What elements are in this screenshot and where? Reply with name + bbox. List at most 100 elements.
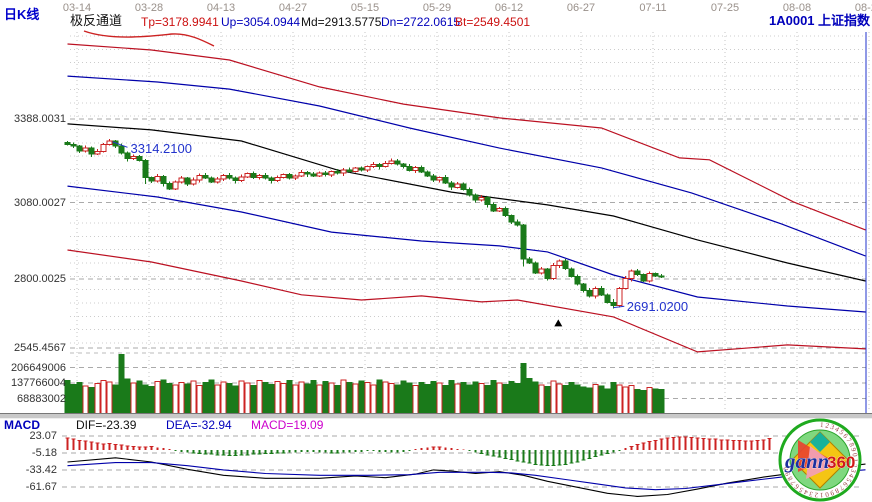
volume-bar <box>196 385 203 415</box>
y-tick-label: 68883002 <box>17 392 66 405</box>
volume-bar <box>334 385 341 415</box>
candle-body <box>616 287 623 306</box>
candle-body <box>436 176 443 181</box>
date-tick-label: 07-11 <box>639 2 667 14</box>
gann360-logo: 123456789012345678901234567890 gann 360 <box>778 418 862 502</box>
channel-line-md <box>67 123 866 282</box>
candle-body <box>634 270 641 276</box>
candle-body <box>208 177 215 183</box>
volume-bar <box>610 382 617 415</box>
y-tick-label: -5.18 <box>31 447 57 460</box>
candle-body <box>202 174 209 179</box>
volume-bar <box>70 383 77 415</box>
candle-body <box>64 141 71 145</box>
volume-bar <box>166 382 173 415</box>
volume-bar <box>526 377 533 415</box>
volume-bar <box>466 384 473 415</box>
candle-body <box>130 156 137 160</box>
volume-bar <box>112 384 119 415</box>
channel-value-dn: Dn=2722.0615 <box>381 15 461 29</box>
volume-bar <box>238 380 245 415</box>
volume-bar <box>160 379 167 415</box>
volume-bar <box>226 383 233 415</box>
volume-bar <box>148 386 155 415</box>
volume-bar <box>424 383 431 415</box>
volume-bar <box>136 380 143 415</box>
candle-body <box>538 268 545 274</box>
volume-bar <box>442 385 449 415</box>
candle-body <box>448 182 455 188</box>
candle-body <box>274 176 281 182</box>
volume-bar <box>472 381 479 415</box>
volume-bar <box>292 384 299 415</box>
candle-body <box>502 207 509 216</box>
candle-body <box>544 268 551 279</box>
date-tick-label: 05-29 <box>422 2 452 14</box>
volume-bar <box>436 382 443 415</box>
y-tick-label: 206649006 <box>10 361 66 374</box>
volume-bar <box>316 384 323 415</box>
candle-body <box>328 171 335 176</box>
candle-body <box>460 183 467 190</box>
candle-body <box>610 302 617 306</box>
volume-bar <box>184 383 191 415</box>
candle-body <box>256 174 263 179</box>
channel-line-up <box>67 75 866 257</box>
volume-bar <box>658 389 665 415</box>
symbol-name: 上证指数 <box>818 13 871 28</box>
candle-body <box>652 272 659 277</box>
candle-body <box>220 174 227 180</box>
date-tick-label: 03-28 <box>134 2 164 14</box>
volume-bar <box>592 383 599 415</box>
volume-bar <box>130 382 137 415</box>
candle-body <box>496 207 503 212</box>
channel-line-dn <box>67 185 866 313</box>
pane-separator <box>0 414 872 418</box>
candle-body <box>568 268 575 277</box>
candle-body <box>166 183 173 190</box>
pane-separator <box>0 418 872 419</box>
volume-bar <box>346 382 353 415</box>
date-tick-label: 04-13 <box>206 2 236 14</box>
volume-bar <box>262 381 269 415</box>
candle-body <box>628 270 635 279</box>
candle-body <box>370 163 377 168</box>
candle-body <box>70 143 77 147</box>
candle-body <box>106 140 113 145</box>
volume-bar <box>190 380 197 415</box>
candle-body <box>466 188 473 196</box>
candle-body <box>214 178 221 183</box>
volume-bar <box>208 379 215 415</box>
volume-bar <box>268 383 275 415</box>
candle-body <box>136 156 143 161</box>
candle-body <box>622 278 629 289</box>
volume-bar <box>448 380 455 415</box>
macd-dea-line <box>67 462 866 491</box>
price-annotation: 3314.2100 <box>131 141 192 156</box>
candle-body <box>472 194 479 201</box>
logo-accent-teal <box>810 432 830 452</box>
channel-line-tp <box>67 43 866 231</box>
volume-bar <box>88 386 95 415</box>
chart-type-label: 日K线 <box>4 7 40 22</box>
volume-bar <box>478 382 485 415</box>
channel-value-md: Md=2913.5775 <box>301 15 382 29</box>
volume-bar <box>376 379 383 415</box>
volume-bar <box>604 388 611 415</box>
date-tick-label: 08-08 <box>782 2 812 14</box>
volume-bar <box>100 379 107 415</box>
candle-body <box>76 145 83 152</box>
macd-hist-value: MACD=19.09 <box>251 418 324 432</box>
candle-body <box>364 166 371 171</box>
volume-bar <box>328 382 335 415</box>
candle-body <box>82 147 89 152</box>
macd-dif-line <box>67 457 866 497</box>
candle-body <box>262 174 269 179</box>
volume-bar <box>490 380 497 415</box>
candle-body <box>562 260 569 270</box>
volume-bar <box>634 388 641 415</box>
y-tick-label: -61.67 <box>25 481 57 494</box>
volume-bar <box>280 382 287 415</box>
